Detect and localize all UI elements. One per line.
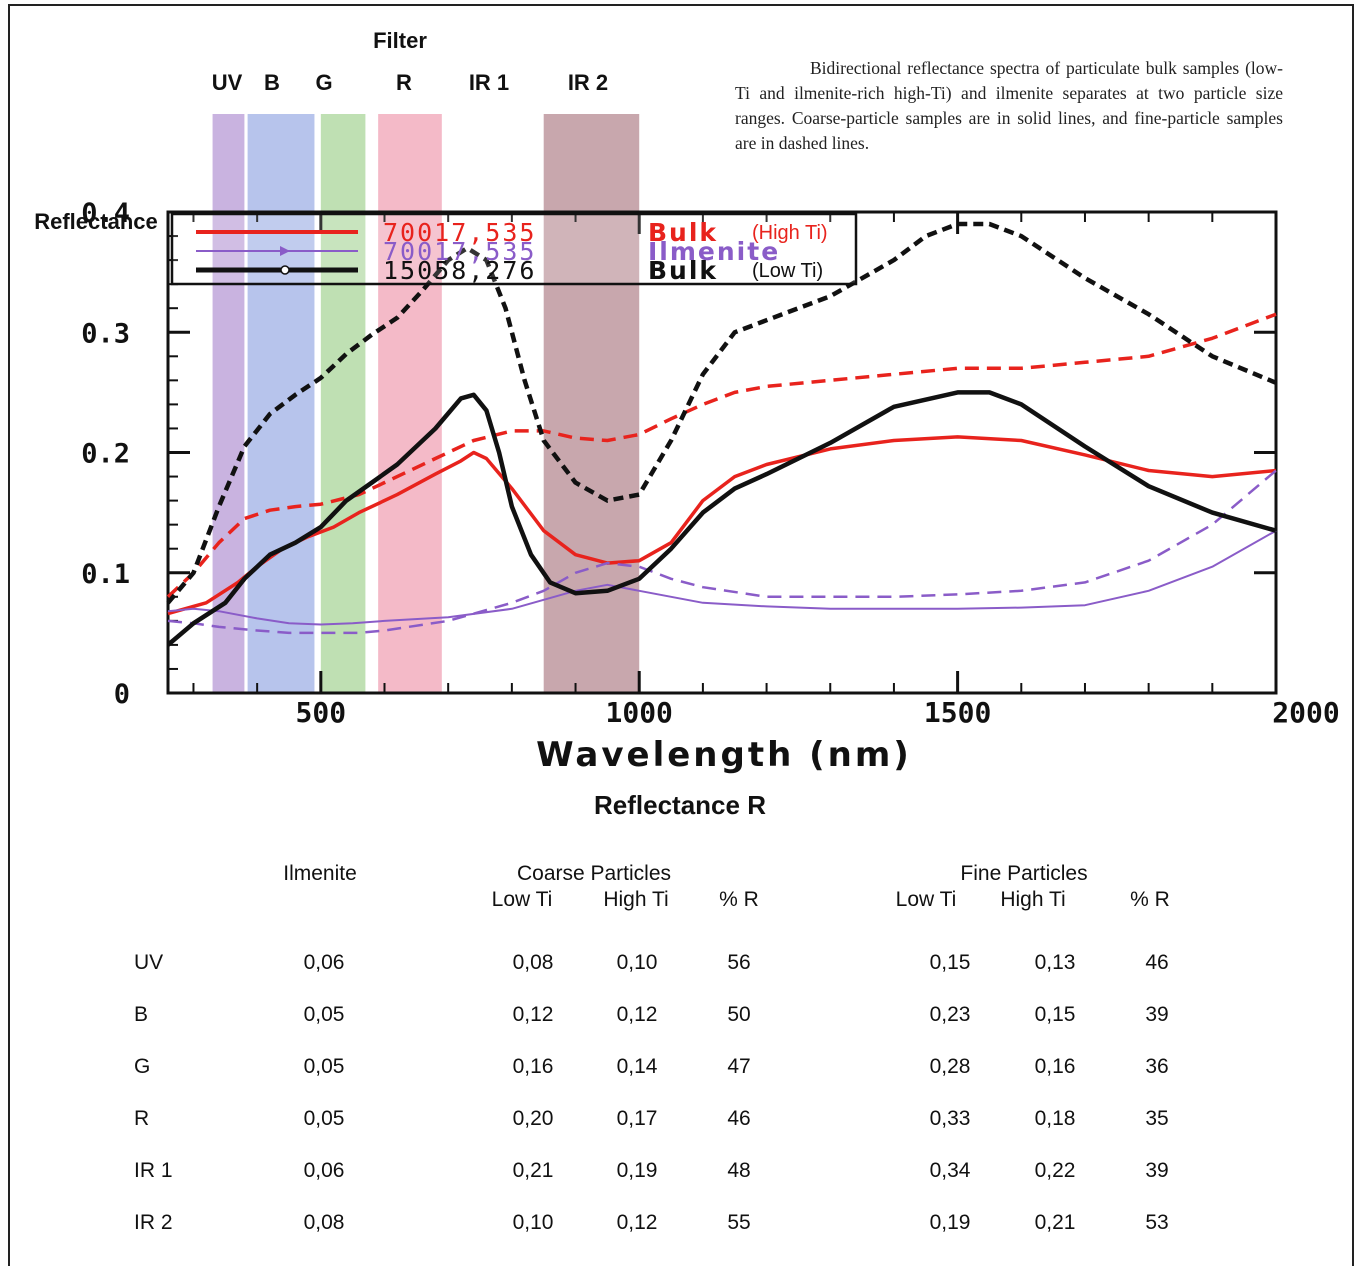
legend-sample-id: 70017,535 — [383, 218, 536, 247]
table-cell-coarse-high: 0,14 — [616, 1055, 658, 1078]
x-tick-label: 1000 — [605, 696, 672, 729]
table-cell-band: B — [134, 1003, 149, 1026]
table-cell-coarse-high: 0,12 — [616, 1211, 658, 1234]
subheader-coarse-high-ti: High Ti — [603, 888, 669, 911]
table-cell-fine-low: 0,15 — [929, 951, 971, 974]
table-cell-ilmenite: 0,06 — [303, 951, 345, 974]
filter-label-ir2: IR 2 — [568, 70, 608, 95]
table-cell-coarse-high: 0,12 — [616, 1003, 658, 1026]
legend-note: (High Ti) — [752, 222, 828, 244]
header-ilmenite: Ilmenite — [283, 862, 357, 885]
subheader-fine-low-ti: Low Ti — [895, 888, 957, 911]
table-cell-fine-r: 53 — [1145, 1211, 1169, 1234]
table-cell-fine-low: 0,34 — [929, 1159, 971, 1182]
table-cell-fine-high: 0,15 — [1034, 1003, 1076, 1026]
legend-sample-id: 70017,535 — [383, 237, 536, 266]
x-tick-label: 2000 — [1272, 696, 1339, 729]
table-cell-coarse-low: 0,20 — [512, 1107, 554, 1130]
y-tick-label: 0.1 — [81, 559, 130, 590]
subheader-fine-high-ti: High Ti — [1000, 888, 1066, 911]
filter-label-ir1: IR 1 — [469, 70, 509, 95]
table-cell-fine-high: 0,21 — [1034, 1211, 1076, 1234]
table-cell-coarse-high: 0,19 — [616, 1159, 658, 1182]
header-fine-particles: Fine Particles — [960, 862, 1088, 885]
series-line-2 — [167, 529, 1277, 626]
table-cell-coarse-high: 0,17 — [616, 1107, 658, 1130]
table-cell-fine-low: 0,19 — [929, 1211, 971, 1234]
filter-band-g — [320, 114, 366, 693]
table-title: Reflectance R — [594, 790, 766, 820]
subheader-coarse-low-ti: Low Ti — [491, 888, 553, 911]
table-cell-fine-high: 0,16 — [1034, 1055, 1076, 1078]
legend-marker-triangle-icon — [280, 246, 290, 256]
table-cell-coarse-r: 47 — [727, 1055, 751, 1078]
series-line-5 — [166, 221, 1277, 605]
y-tick-label: 0.2 — [81, 439, 130, 470]
subheader-fine-percent-r: % R — [1130, 888, 1170, 911]
table-cell-band: R — [134, 1107, 150, 1130]
table-cell-coarse-r: 50 — [727, 1003, 751, 1026]
figure-frame — [8, 4, 1354, 1266]
y-tick-label: 0 — [114, 679, 130, 710]
legend-sample-id: 15058,276 — [383, 256, 536, 285]
table-cell-ilmenite: 0,05 — [303, 1055, 345, 1078]
table-cell-ilmenite: 0,05 — [303, 1107, 345, 1130]
x-axis-label: Wavelength (nm) — [536, 735, 912, 775]
table-cell-coarse-low: 0,08 — [512, 951, 554, 974]
table-cell-fine-low: 0,23 — [929, 1003, 971, 1026]
table-cell-coarse-r: 48 — [727, 1159, 751, 1182]
table-cell-coarse-low: 0,12 — [512, 1003, 554, 1026]
y-axis-label: Reflectance — [34, 209, 158, 234]
legend-label: Ilmenite — [648, 237, 780, 266]
table-cell-ilmenite: 0,06 — [303, 1159, 345, 1182]
table-cell-fine-r: 39 — [1145, 1003, 1169, 1026]
table-cell-coarse-low: 0,16 — [512, 1055, 554, 1078]
series-line-3 — [167, 469, 1277, 635]
figure-caption: Bidirectional reflectance spectra of par… — [735, 58, 1283, 153]
filter-label-r: R — [396, 70, 412, 95]
table-cell-fine-low: 0,28 — [929, 1055, 971, 1078]
table-cell-fine-high: 0,22 — [1034, 1159, 1076, 1182]
table-cell-coarse-high: 0,10 — [616, 951, 658, 974]
table-cell-fine-high: 0,18 — [1034, 1107, 1076, 1130]
header-coarse-particles: Coarse Particles — [516, 862, 672, 885]
table-cell-ilmenite: 0,05 — [303, 1003, 345, 1026]
filter-label-g: G — [315, 70, 332, 95]
table-cell-band: IR 2 — [134, 1211, 173, 1234]
table-cell-coarse-low: 0,10 — [512, 1211, 554, 1234]
table-cell-fine-high: 0,13 — [1034, 951, 1076, 974]
legend-label: Bulk — [648, 218, 718, 247]
subheader-coarse-percent-r: % R — [719, 888, 759, 911]
filter-label-b: B — [264, 70, 280, 95]
legend-label: Bulk — [648, 256, 718, 285]
series-line-1 — [166, 312, 1277, 599]
series-line-4 — [166, 390, 1277, 647]
y-tick-label: 0.3 — [81, 318, 130, 349]
table-cell-fine-low: 0,33 — [929, 1107, 971, 1130]
filter-band-ir2 — [543, 114, 640, 693]
table-cell-coarse-r: 56 — [727, 951, 751, 974]
table-cell-fine-r: 36 — [1145, 1055, 1169, 1078]
reflectance-chart: UV B G R IR 1 IR 2 Filter 0 0.1 0.2 0.3 0.4 500 1000 1… — [34, 28, 1339, 775]
legend-note: (Low Ti) — [752, 260, 823, 282]
table-cell-band: G — [134, 1055, 151, 1078]
x-tick-label: 1500 — [924, 696, 991, 729]
table-cell-band: UV — [134, 951, 164, 974]
table-cell-coarse-r: 55 — [727, 1211, 751, 1234]
legend-marker-circle-icon — [280, 265, 290, 275]
table-cell-ilmenite: 0,08 — [303, 1211, 345, 1234]
filter-label-uv: UV — [212, 70, 243, 95]
y-tick-label: 0.4 — [81, 198, 130, 229]
x-tick-label: 500 — [296, 696, 347, 729]
filter-header: Filter — [373, 28, 427, 53]
table-cell-fine-r: 46 — [1145, 951, 1169, 974]
table-cell-coarse-low: 0,21 — [512, 1159, 554, 1182]
table-cell-fine-r: 39 — [1145, 1159, 1169, 1182]
table-cell-coarse-r: 46 — [727, 1107, 751, 1130]
table-cell-band: IR 1 — [134, 1159, 173, 1182]
table-cell-fine-r: 35 — [1145, 1107, 1169, 1130]
filter-band-r — [378, 114, 442, 693]
